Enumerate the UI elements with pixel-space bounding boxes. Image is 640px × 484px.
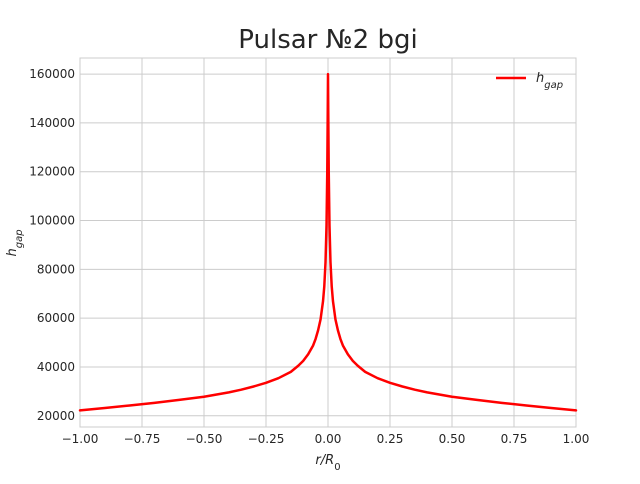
legend-label-subscript: gap [544, 80, 563, 91]
series-line-hgap [78, 72, 578, 412]
y-tick-label: 120000 [29, 165, 75, 179]
x-tick-label: −0.50 [186, 432, 223, 446]
series-layer [78, 72, 578, 412]
x-tick-label: 1.00 [563, 432, 590, 446]
legend-label-base: h [536, 71, 544, 86]
y-tick-label: 20000 [37, 409, 75, 423]
x-tick-label: 0.75 [501, 432, 528, 446]
x-tick-label: −1.00 [62, 432, 99, 446]
legend: hgap [496, 71, 563, 91]
y-tick-label: 80000 [37, 262, 75, 276]
x-tick-label: 0.50 [439, 432, 466, 446]
x-tick-label: −0.25 [248, 432, 285, 446]
y-tick-label: 100000 [29, 214, 75, 228]
x-axis-ticks: −1.00 −0.75 −0.50 −0.25 0.00 0.25 0.50 0.75 1.00 [62, 432, 590, 446]
x-axis-label-subscript: 0 [334, 462, 340, 473]
x-axis-label: r/R0 [315, 453, 340, 473]
legend-label-hgap: hgap [536, 71, 563, 91]
x-tick-label: 0.00 [315, 432, 342, 446]
y-tick-label: 60000 [37, 311, 75, 325]
plot-frame [79, 57, 577, 428]
x-tick-label: −0.75 [124, 432, 161, 446]
y-axis-label-base: h [5, 248, 20, 256]
y-tick-label: 40000 [37, 360, 75, 374]
chart-title: Pulsar №2 bgi [238, 25, 417, 55]
y-axis-label-subscript: gap [14, 229, 25, 248]
x-axis-label-base: r/R [315, 453, 334, 468]
x-tick-label: 0.25 [377, 432, 404, 446]
y-axis-ticks: 20000 40000 60000 80000 100000 120000 140000 16… [29, 67, 75, 423]
y-tick-label: 160000 [29, 67, 75, 81]
y-tick-label: 140000 [29, 116, 75, 130]
y-axis-label: hgap [5, 229, 25, 256]
